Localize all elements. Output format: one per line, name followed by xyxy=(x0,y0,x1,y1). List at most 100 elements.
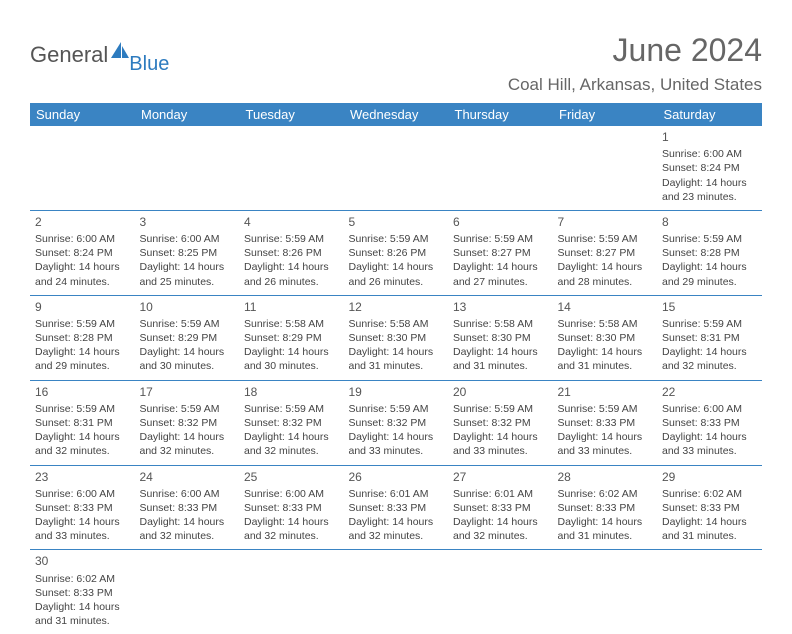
weekday-header: Sunday xyxy=(30,103,135,126)
calendar-cell: 10Sunrise: 5:59 AMSunset: 8:29 PMDayligh… xyxy=(135,295,240,380)
sunrise-line: Sunrise: 5:59 AM xyxy=(35,402,130,416)
month-title: June 2024 xyxy=(508,32,762,69)
day-number: 23 xyxy=(35,469,130,485)
calendar-cell: 27Sunrise: 6:01 AMSunset: 8:33 PMDayligh… xyxy=(448,465,553,550)
daylight-line: Daylight: 14 hours and 31 minutes. xyxy=(662,515,757,543)
calendar-row: 1Sunrise: 6:00 AMSunset: 8:24 PMDaylight… xyxy=(30,126,762,210)
sunrise-line: Sunrise: 5:58 AM xyxy=(453,317,548,331)
day-number: 30 xyxy=(35,553,130,569)
sunrise-line: Sunrise: 6:00 AM xyxy=(140,232,235,246)
calendar-table: SundayMondayTuesdayWednesdayThursdayFrid… xyxy=(30,103,762,634)
daylight-line: Daylight: 14 hours and 33 minutes. xyxy=(662,430,757,458)
calendar-cell: 14Sunrise: 5:58 AMSunset: 8:30 PMDayligh… xyxy=(553,295,658,380)
calendar-cell: 2Sunrise: 6:00 AMSunset: 8:24 PMDaylight… xyxy=(30,210,135,295)
calendar-cell: 20Sunrise: 5:59 AMSunset: 8:32 PMDayligh… xyxy=(448,380,553,465)
day-number: 9 xyxy=(35,299,130,315)
day-number: 12 xyxy=(349,299,444,315)
calendar-cell: 22Sunrise: 6:00 AMSunset: 8:33 PMDayligh… xyxy=(657,380,762,465)
calendar-cell-empty xyxy=(135,126,240,210)
sunrise-line: Sunrise: 6:00 AM xyxy=(662,402,757,416)
daylight-line: Daylight: 14 hours and 32 minutes. xyxy=(140,430,235,458)
daylight-line: Daylight: 14 hours and 32 minutes. xyxy=(140,515,235,543)
calendar-body: 1Sunrise: 6:00 AMSunset: 8:24 PMDaylight… xyxy=(30,126,762,634)
sunset-line: Sunset: 8:29 PM xyxy=(140,331,235,345)
calendar-cell: 30Sunrise: 6:02 AMSunset: 8:33 PMDayligh… xyxy=(30,550,135,634)
sunrise-line: Sunrise: 5:59 AM xyxy=(244,232,339,246)
title-block: June 2024 Coal Hill, Arkansas, United St… xyxy=(508,32,762,95)
calendar-cell: 15Sunrise: 5:59 AMSunset: 8:31 PMDayligh… xyxy=(657,295,762,380)
header: General Blue June 2024 Coal Hill, Arkans… xyxy=(30,32,762,95)
logo-text-general: General xyxy=(30,42,108,68)
calendar-cell-empty xyxy=(448,550,553,634)
calendar-cell: 1Sunrise: 6:00 AMSunset: 8:24 PMDaylight… xyxy=(657,126,762,210)
calendar-cell: 16Sunrise: 5:59 AMSunset: 8:31 PMDayligh… xyxy=(30,380,135,465)
day-number: 6 xyxy=(453,214,548,230)
sunrise-line: Sunrise: 5:59 AM xyxy=(35,317,130,331)
calendar-cell: 6Sunrise: 5:59 AMSunset: 8:27 PMDaylight… xyxy=(448,210,553,295)
weekday-header: Monday xyxy=(135,103,240,126)
calendar-cell-empty xyxy=(239,126,344,210)
daylight-line: Daylight: 14 hours and 31 minutes. xyxy=(349,345,444,373)
day-number: 19 xyxy=(349,384,444,400)
sunset-line: Sunset: 8:30 PM xyxy=(349,331,444,345)
calendar-cell: 24Sunrise: 6:00 AMSunset: 8:33 PMDayligh… xyxy=(135,465,240,550)
day-number: 13 xyxy=(453,299,548,315)
sunset-line: Sunset: 8:30 PM xyxy=(453,331,548,345)
calendar-cell: 18Sunrise: 5:59 AMSunset: 8:32 PMDayligh… xyxy=(239,380,344,465)
sunset-line: Sunset: 8:26 PM xyxy=(349,246,444,260)
sunrise-line: Sunrise: 5:59 AM xyxy=(140,402,235,416)
calendar-cell: 11Sunrise: 5:58 AMSunset: 8:29 PMDayligh… xyxy=(239,295,344,380)
calendar-cell: 29Sunrise: 6:02 AMSunset: 8:33 PMDayligh… xyxy=(657,465,762,550)
day-number: 2 xyxy=(35,214,130,230)
sunset-line: Sunset: 8:32 PM xyxy=(453,416,548,430)
calendar-cell-empty xyxy=(135,550,240,634)
day-number: 1 xyxy=(662,129,757,145)
sunset-line: Sunset: 8:33 PM xyxy=(558,501,653,515)
calendar-cell: 3Sunrise: 6:00 AMSunset: 8:25 PMDaylight… xyxy=(135,210,240,295)
day-number: 26 xyxy=(349,469,444,485)
day-number: 7 xyxy=(558,214,653,230)
day-number: 3 xyxy=(140,214,235,230)
daylight-line: Daylight: 14 hours and 23 minutes. xyxy=(662,176,757,204)
calendar-cell: 21Sunrise: 5:59 AMSunset: 8:33 PMDayligh… xyxy=(553,380,658,465)
location: Coal Hill, Arkansas, United States xyxy=(508,75,762,95)
sunset-line: Sunset: 8:28 PM xyxy=(662,246,757,260)
daylight-line: Daylight: 14 hours and 29 minutes. xyxy=(35,345,130,373)
sunrise-line: Sunrise: 6:01 AM xyxy=(453,487,548,501)
calendar-cell: 13Sunrise: 5:58 AMSunset: 8:30 PMDayligh… xyxy=(448,295,553,380)
calendar-cell-empty xyxy=(344,550,449,634)
sunset-line: Sunset: 8:33 PM xyxy=(349,501,444,515)
sunrise-line: Sunrise: 5:58 AM xyxy=(244,317,339,331)
day-number: 14 xyxy=(558,299,653,315)
day-number: 18 xyxy=(244,384,339,400)
daylight-line: Daylight: 14 hours and 32 minutes. xyxy=(662,345,757,373)
calendar-cell: 4Sunrise: 5:59 AMSunset: 8:26 PMDaylight… xyxy=(239,210,344,295)
calendar-cell-empty xyxy=(344,126,449,210)
sunset-line: Sunset: 8:24 PM xyxy=(662,161,757,175)
sunrise-line: Sunrise: 6:00 AM xyxy=(35,487,130,501)
daylight-line: Daylight: 14 hours and 31 minutes. xyxy=(558,345,653,373)
day-number: 25 xyxy=(244,469,339,485)
sunrise-line: Sunrise: 5:59 AM xyxy=(349,232,444,246)
day-number: 17 xyxy=(140,384,235,400)
day-number: 28 xyxy=(558,469,653,485)
daylight-line: Daylight: 14 hours and 30 minutes. xyxy=(244,345,339,373)
weekday-header: Wednesday xyxy=(344,103,449,126)
sunset-line: Sunset: 8:33 PM xyxy=(140,501,235,515)
weekday-header: Saturday xyxy=(657,103,762,126)
sunrise-line: Sunrise: 5:58 AM xyxy=(349,317,444,331)
daylight-line: Daylight: 14 hours and 32 minutes. xyxy=(244,515,339,543)
sunset-line: Sunset: 8:32 PM xyxy=(244,416,339,430)
calendar-cell: 9Sunrise: 5:59 AMSunset: 8:28 PMDaylight… xyxy=(30,295,135,380)
sunrise-line: Sunrise: 5:59 AM xyxy=(558,402,653,416)
sunrise-line: Sunrise: 5:59 AM xyxy=(453,232,548,246)
day-number: 27 xyxy=(453,469,548,485)
weekday-header: Friday xyxy=(553,103,658,126)
day-number: 15 xyxy=(662,299,757,315)
sunset-line: Sunset: 8:32 PM xyxy=(140,416,235,430)
sunset-line: Sunset: 8:33 PM xyxy=(453,501,548,515)
calendar-cell: 12 Sunrise: 5:58 AMSunset: 8:30 PMDayligh… xyxy=(344,295,449,380)
calendar-cell-empty xyxy=(657,550,762,634)
day-number: 24 xyxy=(140,469,235,485)
sunrise-line: Sunrise: 6:00 AM xyxy=(244,487,339,501)
